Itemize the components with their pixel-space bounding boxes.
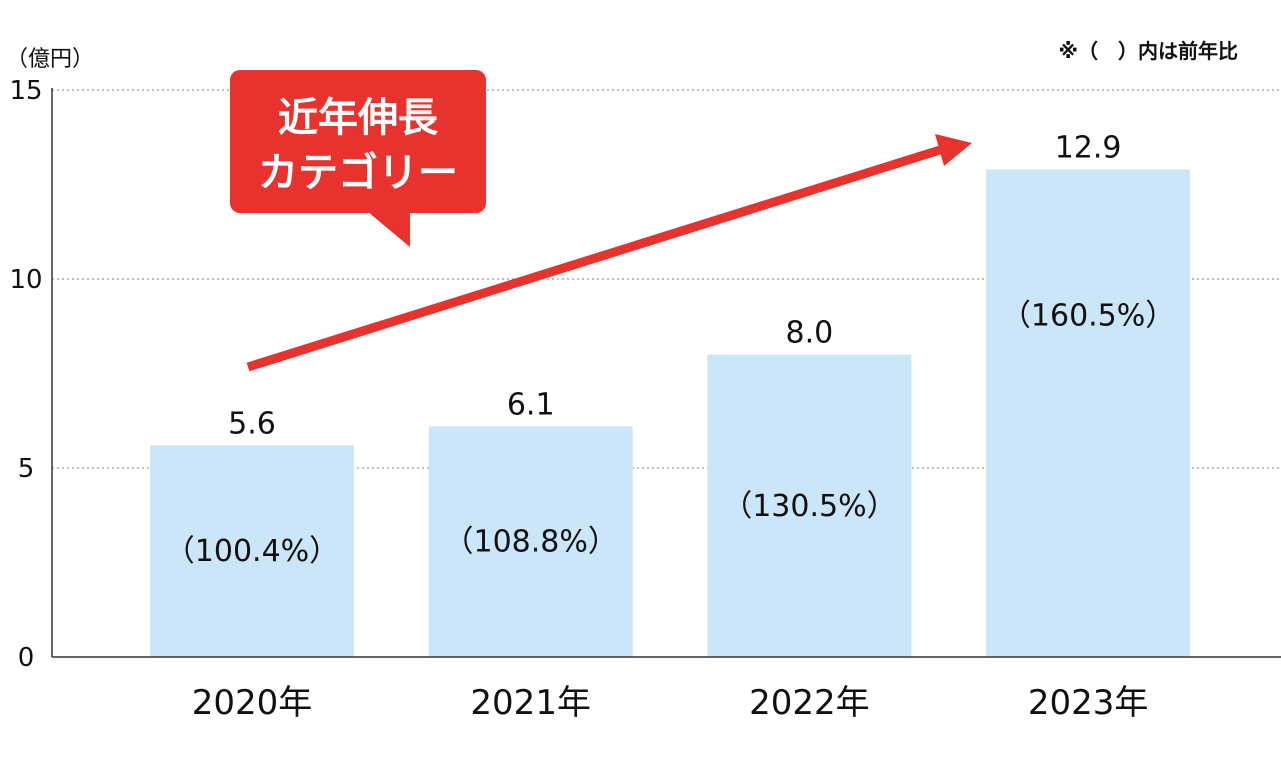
callout-tail: [368, 212, 410, 247]
y-axis-ticks: 0 5 10 15: [9, 76, 42, 673]
x-category-label: 2020年: [192, 683, 313, 723]
bar-value-label: 5.6: [228, 406, 276, 441]
callout-box: [230, 70, 486, 213]
bar-yoy-label: （108.8%）: [444, 525, 618, 560]
yoy-note: ※（ ）内は前年比: [1059, 39, 1238, 63]
bar: [986, 169, 1191, 657]
bar-labels: 5.6 （100.4%） 2020年 6.1 （108.8%） 2021年 8.0 （130.…: [165, 130, 1175, 723]
bars: [150, 169, 1191, 657]
callout-line2: カテゴリー: [258, 150, 458, 196]
bar-yoy-label: （100.4%）: [165, 534, 339, 569]
bar: [428, 426, 633, 657]
bar: [707, 354, 912, 657]
bar-yoy-label: （160.5%）: [1001, 299, 1175, 334]
bar-value-label: 6.1: [507, 387, 555, 422]
y-tick-label: 0: [18, 643, 35, 673]
trend-arrow-shaft: [246, 145, 942, 372]
y-tick-label: 5: [18, 454, 35, 484]
callout-line1: 近年伸長: [278, 95, 439, 141]
y-tick-label: 10: [9, 265, 42, 295]
x-category-label: 2021年: [470, 683, 591, 723]
trend-arrow-head: [935, 134, 972, 166]
bar: [150, 445, 354, 657]
callout-bubble: 近年伸長 カテゴリー: [230, 70, 486, 247]
bar-yoy-label: （130.5%）: [722, 489, 896, 524]
x-category-label: 2022年: [749, 683, 870, 723]
y-tick-label: 15: [9, 76, 42, 106]
trend-arrow: [246, 134, 972, 372]
y-unit-label: （億円）: [6, 47, 94, 72]
x-category-label: 2023年: [1028, 683, 1149, 723]
bar-value-label: 8.0: [786, 316, 834, 351]
bar-value-label: 12.9: [1055, 130, 1122, 165]
